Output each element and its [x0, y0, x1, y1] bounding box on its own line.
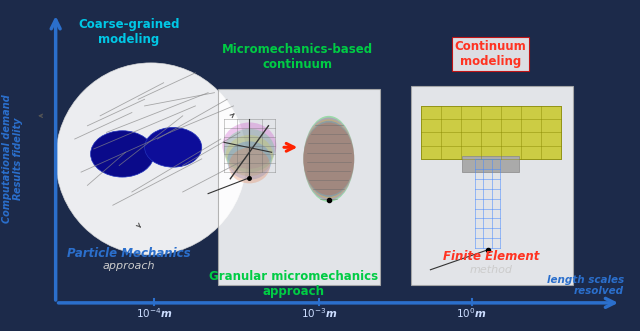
- Text: Micromechanics-based
continuum: Micromechanics-based continuum: [221, 43, 372, 71]
- Text: Finite Element: Finite Element: [442, 250, 539, 263]
- Ellipse shape: [303, 121, 354, 197]
- Text: $10^{-3}$m: $10^{-3}$m: [301, 306, 337, 320]
- FancyBboxPatch shape: [421, 106, 561, 159]
- Ellipse shape: [224, 129, 275, 172]
- Ellipse shape: [145, 127, 202, 167]
- FancyBboxPatch shape: [462, 156, 519, 172]
- Text: $10^{0}$m: $10^{0}$m: [456, 306, 487, 320]
- Text: Computational demand
Results fidelity: Computational demand Results fidelity: [2, 95, 23, 223]
- Text: length scales: length scales: [547, 275, 624, 285]
- Text: Coarse-grained
modeling: Coarse-grained modeling: [78, 18, 179, 46]
- Text: Continuum
modeling: Continuum modeling: [455, 40, 527, 68]
- Ellipse shape: [91, 131, 154, 177]
- Text: $10^{-4}$m: $10^{-4}$m: [136, 306, 172, 320]
- Ellipse shape: [303, 122, 354, 195]
- FancyBboxPatch shape: [412, 86, 573, 285]
- FancyBboxPatch shape: [218, 89, 380, 285]
- Ellipse shape: [228, 148, 270, 183]
- Text: Granular micromechanics
approach: Granular micromechanics approach: [209, 270, 378, 298]
- Text: method: method: [469, 265, 512, 275]
- Ellipse shape: [303, 118, 354, 200]
- Ellipse shape: [303, 116, 354, 202]
- Ellipse shape: [227, 141, 271, 180]
- Text: Particle Mechanics: Particle Mechanics: [67, 247, 191, 260]
- Ellipse shape: [303, 119, 354, 199]
- Text: resolved: resolved: [574, 286, 624, 296]
- Ellipse shape: [222, 122, 276, 169]
- Ellipse shape: [225, 135, 273, 176]
- Ellipse shape: [56, 63, 246, 255]
- Text: approach: approach: [102, 261, 155, 271]
